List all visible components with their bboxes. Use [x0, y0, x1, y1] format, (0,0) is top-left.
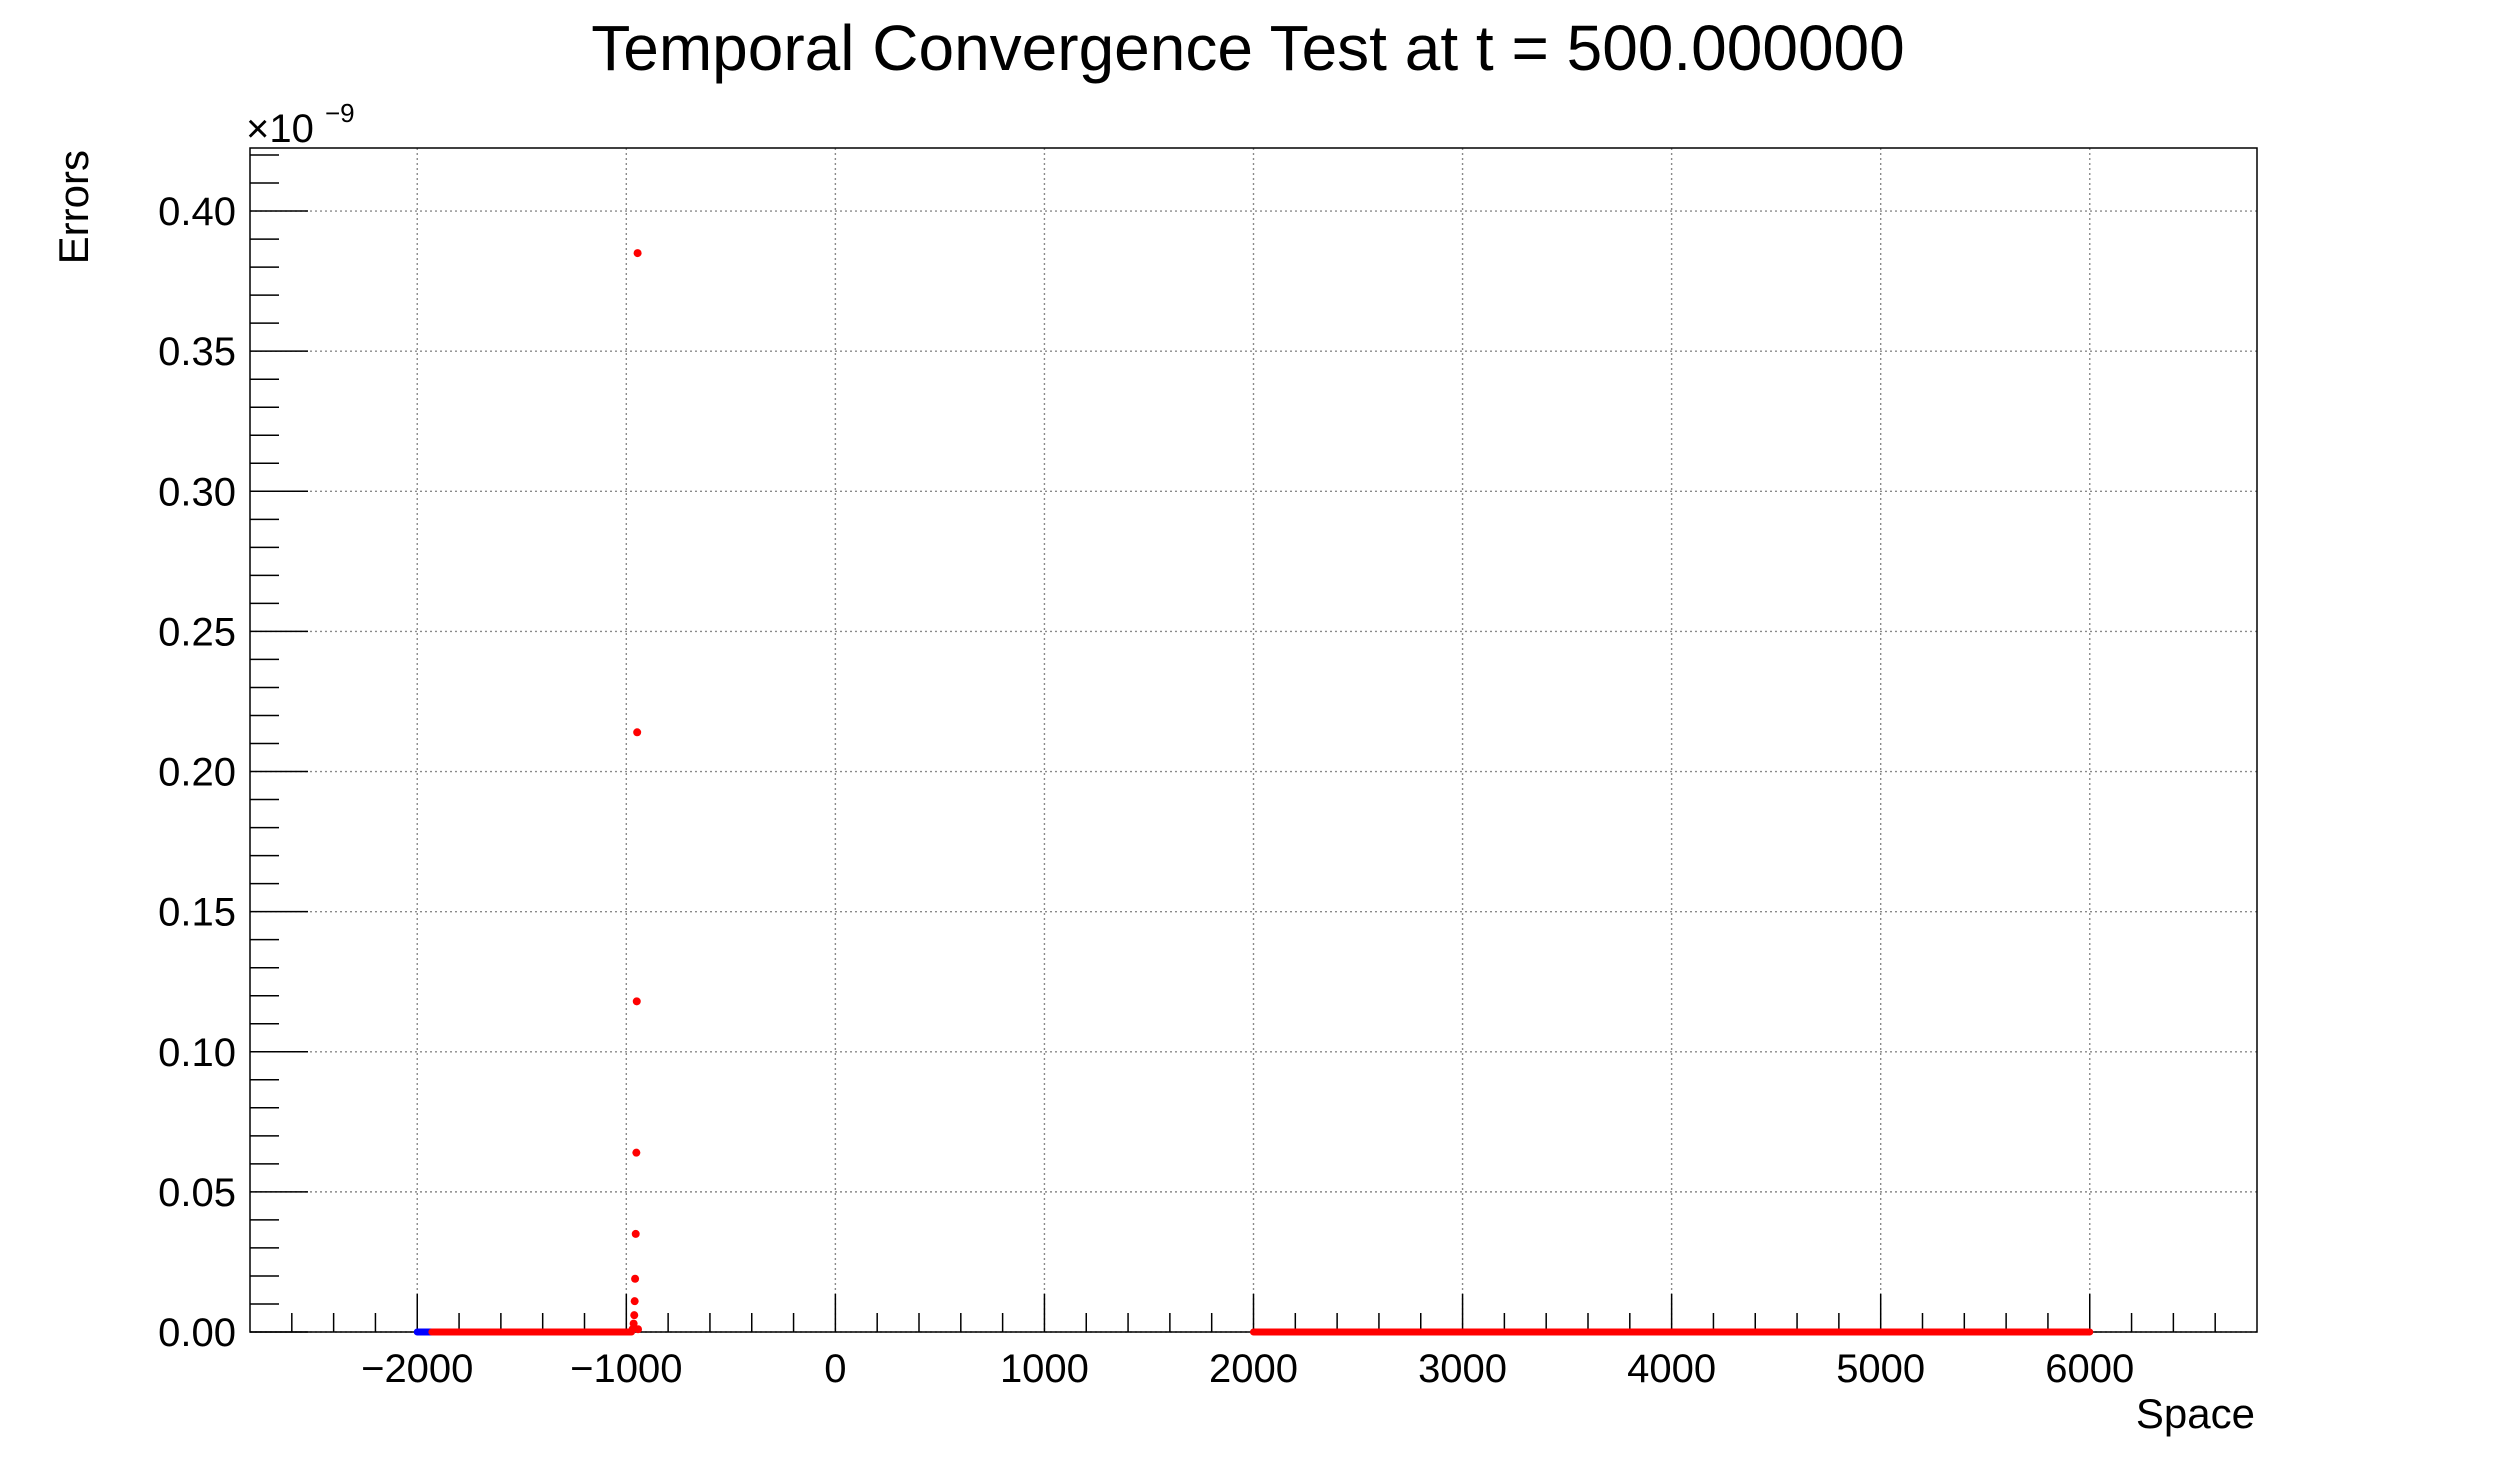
x-tick-label: 6000: [2045, 1347, 2134, 1391]
x-tick-label: 5000: [1836, 1347, 1925, 1391]
data-series: [428, 249, 2094, 1336]
y-tick-label: 0.40: [158, 190, 236, 234]
data-point: [633, 249, 642, 258]
y-tick-label: 0.05: [158, 1171, 236, 1215]
x-tick-labels: −2000 −1000 0 1000 2000 3000 4000 5000 6000: [361, 1347, 2134, 1391]
y-multiplier-base: ×10: [246, 107, 314, 151]
y-tick-label: 0.00: [158, 1311, 236, 1355]
data-point: [629, 1319, 638, 1328]
x-tick-label: −2000: [361, 1347, 473, 1391]
y-tick-label: 0.20: [158, 751, 236, 795]
y-tick-label: 0.15: [158, 891, 236, 935]
data-point: [632, 997, 641, 1006]
x-tick-label: 2000: [1209, 1347, 1298, 1391]
data-point: [630, 1297, 639, 1306]
y-axis-multiplier: ×10 −9: [246, 98, 355, 151]
data-points: [413, 249, 2094, 1336]
x-tick-label: 1000: [1000, 1347, 1089, 1391]
grid-lines: [250, 148, 2257, 1333]
y-tick-label: 0.25: [158, 610, 236, 654]
y-tick-label: 0.35: [158, 330, 236, 374]
chart-title: Temporal Convergence Test at t = 500.000…: [591, 12, 1904, 84]
x-tick-label: −1000: [570, 1347, 682, 1391]
x-axis-title: Space: [2136, 1390, 2255, 1437]
x-tick-label: 3000: [1418, 1347, 1507, 1391]
x-tick-label: 4000: [1627, 1347, 1716, 1391]
y-axis-title: Errors: [50, 150, 97, 264]
data-point: [633, 728, 642, 737]
data-point: [630, 1311, 639, 1320]
axis-ticks: [250, 154, 2216, 1333]
y-tick-label: 0.10: [158, 1031, 236, 1075]
x-tick-label: 0: [824, 1347, 846, 1391]
y-tick-label: 0.30: [158, 470, 236, 514]
y-tick-labels: 0.00 0.05 0.10 0.15 0.20 0.25 0.30 0.35 0.40: [158, 190, 236, 1355]
data-point: [631, 1274, 640, 1283]
data-point: [631, 1229, 640, 1238]
data-point: [634, 1325, 643, 1334]
data-point: [632, 1148, 641, 1157]
y-multiplier-exponent: −9: [325, 98, 355, 128]
